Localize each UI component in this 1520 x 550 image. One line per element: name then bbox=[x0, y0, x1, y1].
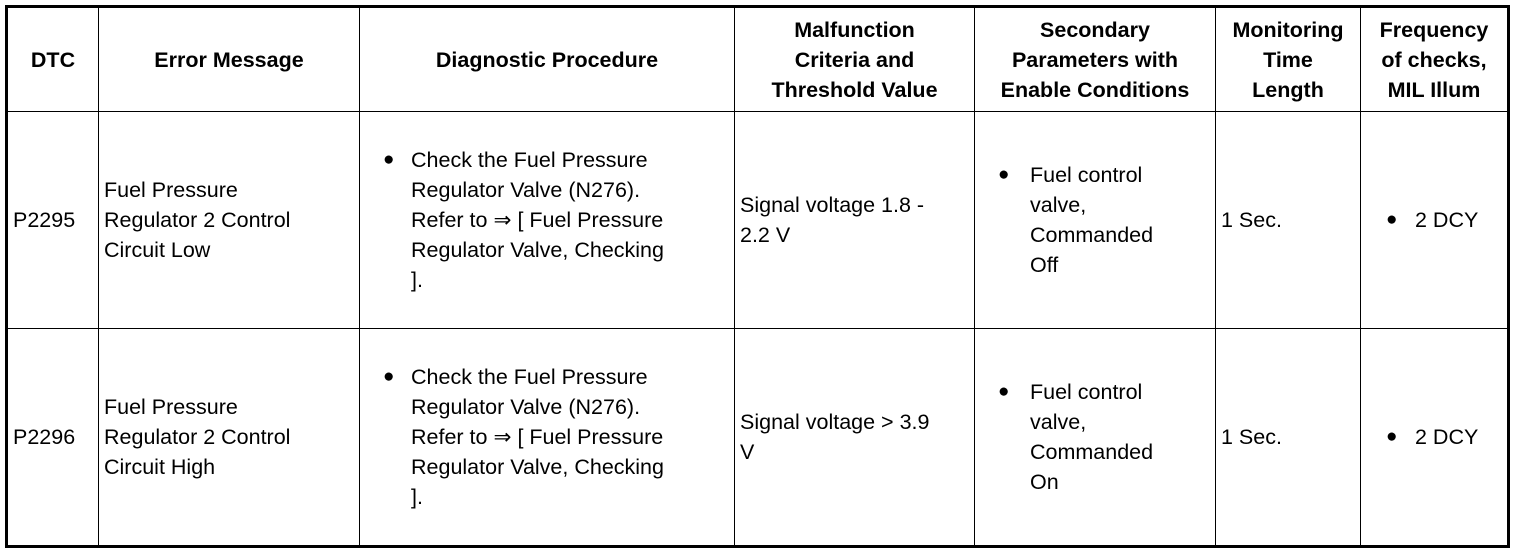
header-text: Enable Conditions bbox=[1000, 77, 1190, 102]
diagnostic-procedure: Check the Fuel Pressure Regulator Valve … bbox=[359, 111, 735, 329]
cell-line: Commanded bbox=[1030, 440, 1154, 464]
cell-line: ]. bbox=[411, 268, 423, 292]
header-row: DTC Error Message Diagnostic Procedure M… bbox=[6, 6, 1509, 112]
header-text: Secondary bbox=[1040, 17, 1150, 42]
cell-line: Regulator Valve (N276). bbox=[411, 395, 641, 419]
cell-line: Fuel Pressure bbox=[104, 178, 238, 202]
cell-line: Fuel Pressure bbox=[104, 395, 238, 419]
header-text: Criteria and bbox=[794, 47, 915, 72]
cell-line: valve, bbox=[1030, 193, 1087, 217]
header-text: of checks, bbox=[1381, 47, 1487, 72]
cell-line: Signal voltage 1.8 - bbox=[740, 193, 925, 217]
cell-line: Regulator 2 Control bbox=[104, 208, 291, 232]
cell-line: Fuel control bbox=[1030, 163, 1143, 187]
secondary-parameters: Fuel control valve, Commanded On bbox=[974, 328, 1216, 547]
header-text: Threshold Value bbox=[771, 77, 938, 102]
dtc-table: DTC Error Message Diagnostic Procedure M… bbox=[5, 5, 1510, 548]
cell-line: On bbox=[1030, 470, 1059, 494]
cell-line: Fuel control bbox=[1030, 380, 1143, 404]
error-message: Fuel Pressure Regulator 2 Control Circui… bbox=[98, 328, 360, 547]
bullet-item: Check the Fuel Pressure Regulator Valve … bbox=[365, 362, 729, 512]
cell-line: Check the Fuel Pressure bbox=[411, 148, 648, 172]
monitoring-time: 1 Sec. bbox=[1215, 328, 1361, 547]
header-text: MIL Illum bbox=[1387, 77, 1481, 102]
procedure-link[interactable]: Refer to ⇒ [ Fuel Pressure bbox=[411, 208, 664, 232]
error-message: Fuel Pressure Regulator 2 Control Circui… bbox=[98, 111, 360, 329]
bullet-item: Fuel control valve, Commanded On bbox=[980, 377, 1210, 497]
header-text: Time bbox=[1263, 47, 1313, 72]
header-secondary-parameters: Secondary Parameters with Enable Conditi… bbox=[974, 6, 1216, 112]
header-text: Monitoring bbox=[1232, 17, 1344, 42]
cell-line: Circuit High bbox=[104, 455, 216, 479]
cell-line: V bbox=[740, 440, 755, 464]
cell-line: Regulator Valve (N276). bbox=[411, 178, 641, 202]
bullet-item: 2 DCY bbox=[1366, 205, 1502, 235]
cell-line: ]. bbox=[411, 485, 423, 509]
header-dtc: DTC bbox=[6, 6, 99, 112]
cell-line: Commanded bbox=[1030, 223, 1154, 247]
header-text: Error Message bbox=[154, 47, 304, 72]
header-text: Diagnostic Procedure bbox=[435, 47, 659, 72]
cell-line: Regulator Valve, Checking bbox=[411, 238, 664, 262]
header-malfunction-criteria: Malfunction Criteria and Threshold Value bbox=[734, 6, 975, 112]
header-text: Frequency bbox=[1379, 17, 1489, 42]
header-text: Malfunction bbox=[794, 17, 915, 42]
frequency-checks: 2 DCY bbox=[1360, 111, 1509, 329]
header-text: Length bbox=[1252, 77, 1324, 102]
header-diagnostic-procedure: Diagnostic Procedure bbox=[359, 6, 735, 112]
monitoring-time: 1 Sec. bbox=[1215, 111, 1361, 329]
header-text: DTC bbox=[30, 47, 76, 72]
malfunction-criteria: Signal voltage 1.8 - 2.2 V bbox=[734, 111, 975, 329]
dtc-code: P2296 bbox=[6, 328, 99, 547]
secondary-parameters: Fuel control valve, Commanded Off bbox=[974, 111, 1216, 329]
cell-line: Off bbox=[1030, 253, 1059, 277]
table-row: P2296 Fuel Pressure Regulator 2 Control … bbox=[6, 328, 1509, 547]
header-monitoring-time: Monitoring Time Length bbox=[1215, 6, 1361, 112]
bullet-item: Fuel control valve, Commanded Off bbox=[980, 160, 1210, 280]
header-text: Parameters with bbox=[1011, 47, 1179, 72]
dtc-code: P2295 bbox=[6, 111, 99, 329]
cell-line: Circuit Low bbox=[104, 238, 211, 262]
bullet-item: 2 DCY bbox=[1366, 422, 1502, 452]
bullet-item: Check the Fuel Pressure Regulator Valve … bbox=[365, 145, 729, 295]
procedure-link[interactable]: Refer to ⇒ [ Fuel Pressure bbox=[411, 425, 664, 449]
cell-line: Regulator Valve, Checking bbox=[411, 455, 664, 479]
cell-line: valve, bbox=[1030, 410, 1087, 434]
header-frequency: Frequency of checks, MIL Illum bbox=[1360, 6, 1509, 112]
table-row: P2295 Fuel Pressure Regulator 2 Control … bbox=[6, 111, 1509, 329]
malfunction-criteria: Signal voltage > 3.9 V bbox=[734, 328, 975, 547]
cell-line: Signal voltage > 3.9 bbox=[740, 410, 930, 434]
cell-line: 2.2 V bbox=[740, 223, 791, 247]
cell-line: Regulator 2 Control bbox=[104, 425, 291, 449]
header-error-message: Error Message bbox=[98, 6, 360, 112]
cell-line: Check the Fuel Pressure bbox=[411, 365, 648, 389]
diagnostic-procedure: Check the Fuel Pressure Regulator Valve … bbox=[359, 328, 735, 547]
frequency-checks: 2 DCY bbox=[1360, 328, 1509, 547]
